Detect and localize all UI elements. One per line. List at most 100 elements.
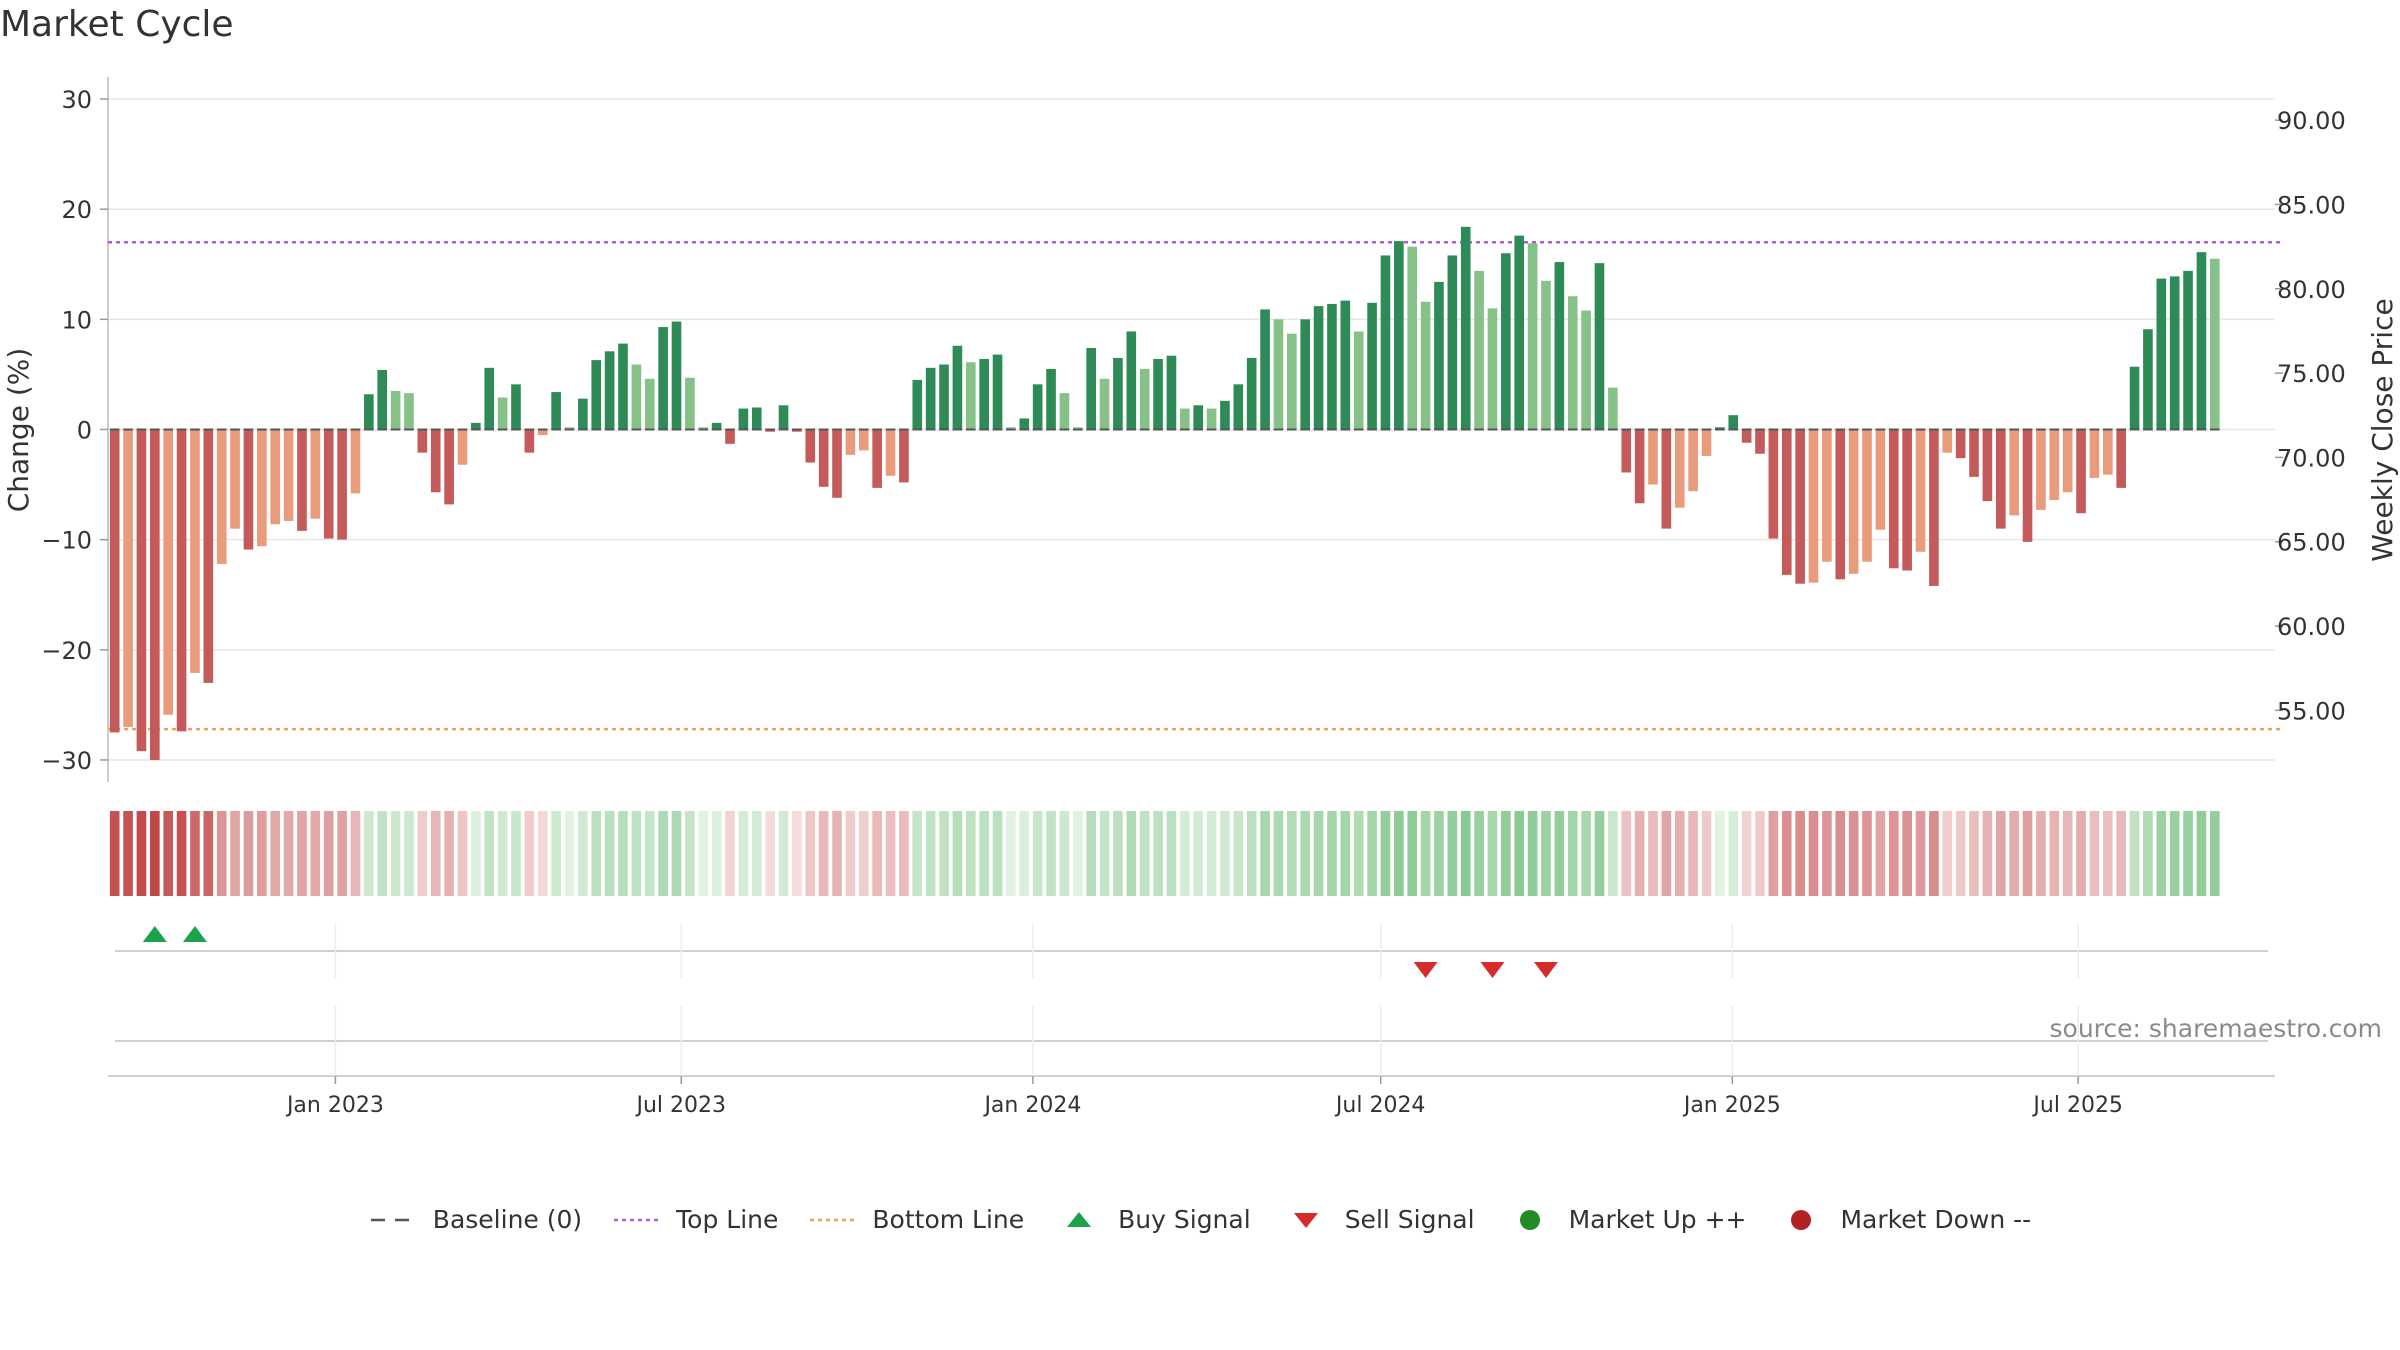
- heat-cell: [618, 811, 628, 896]
- heat-cell: [644, 811, 655, 896]
- change-bar: [1942, 429, 1953, 453]
- heat-cell: [925, 811, 936, 896]
- heat-cell: [1594, 811, 1605, 896]
- change-bar: [1768, 429, 1779, 539]
- heat-cell: [1287, 811, 1297, 896]
- change-bar: [497, 397, 508, 430]
- heat-cell: [2022, 811, 2033, 896]
- change-bar: [604, 351, 615, 430]
- heat-cell: [2089, 811, 2100, 896]
- y2-tick-label: 70.00: [2277, 444, 2346, 472]
- y2-tick-label: 85.00: [2277, 191, 2346, 219]
- heat-cell: [2156, 811, 2167, 896]
- heat-cell: [1501, 811, 1511, 896]
- signal-panel: [115, 924, 2268, 978]
- heat-cell: [310, 811, 321, 896]
- heat-cell: [578, 811, 588, 896]
- change-bar: [952, 345, 963, 430]
- heat-cell: [1474, 811, 1484, 896]
- heat-cell: [1982, 811, 1993, 896]
- heat-cell: [818, 811, 829, 896]
- heat-cell: [1179, 811, 1190, 896]
- change-bar: [163, 429, 174, 715]
- change-bar: [417, 429, 428, 453]
- heat-cell: [778, 811, 789, 896]
- circle-icon: [1519, 1209, 1540, 1230]
- change-bar: [2022, 429, 2033, 542]
- heat-cell: [858, 811, 869, 896]
- legend-circle: [1519, 1209, 1540, 1230]
- heat-cell: [2009, 811, 2019, 896]
- heat-cell: [965, 811, 976, 896]
- change-bar: [1514, 235, 1525, 430]
- heat-cell: [1139, 811, 1150, 896]
- heat-cell: [176, 811, 187, 896]
- heat-cell: [1701, 811, 1712, 896]
- y2-axis-label: Weekly Close Price: [2366, 298, 2399, 561]
- heat-cell: [1862, 811, 1872, 896]
- triangle-up-icon: [1067, 1211, 1092, 1227]
- change-bar: [2196, 252, 2207, 430]
- legend-item-bottom_line: Bottom Line: [808, 1205, 1024, 1234]
- change-bar: [1795, 429, 1805, 584]
- change-bar: [858, 429, 869, 451]
- change-bar: [323, 429, 334, 539]
- sell-signal-marker: [1533, 962, 1558, 978]
- heat-cell: [497, 811, 508, 896]
- heat-cell: [1313, 811, 1324, 896]
- heat-cell: [2129, 811, 2140, 896]
- change-bar: [1728, 415, 1739, 430]
- change-bar: [1982, 429, 1993, 502]
- heat-cell: [1327, 811, 1337, 896]
- heat-cell: [698, 811, 709, 896]
- heat-cell: [2116, 811, 2126, 896]
- heat-cell: [685, 811, 695, 896]
- legend: Baseline (0) Top Line Bottom Line Buy Signa…: [0, 1205, 2400, 1234]
- heat-cell: [2062, 811, 2073, 896]
- change-bar: [350, 429, 361, 494]
- heat-cell: [1969, 811, 1979, 896]
- legend-label: Market Up ++: [1568, 1205, 1747, 1234]
- heat-cell: [832, 811, 842, 896]
- change-bar: [644, 378, 655, 430]
- heat-cell: [564, 811, 575, 896]
- change-bar: [1434, 281, 1444, 430]
- heat-cell: [150, 811, 160, 896]
- heat-cell: [1407, 811, 1418, 896]
- legend-item-top_line: Top Line: [612, 1205, 778, 1234]
- y-tick-label: −30: [41, 747, 92, 775]
- heat-cell: [604, 811, 615, 896]
- change-bar: [1206, 408, 1217, 430]
- heat-cell: [190, 811, 200, 896]
- x-tick-label: Jan 2025: [1682, 1093, 1781, 1118]
- heat-cell: [1367, 811, 1377, 896]
- change-bar: [885, 429, 896, 476]
- change-bar: [1581, 310, 1591, 430]
- heat-cell: [1260, 811, 1270, 896]
- change-bar: [2049, 429, 2060, 500]
- heat-cell: [1634, 811, 1645, 896]
- heat-cell: [297, 811, 307, 896]
- change-bar: [297, 429, 307, 531]
- heat-cell: [1447, 811, 1458, 896]
- change-bar: [243, 429, 254, 550]
- change-bar: [685, 377, 695, 430]
- change-bar: [1995, 429, 2006, 529]
- sell-signal-marker: [1413, 962, 1438, 978]
- heat-cell: [203, 811, 214, 896]
- change-bar: [1955, 429, 1966, 459]
- change-bar: [377, 370, 388, 430]
- heat-cell: [2169, 811, 2180, 896]
- change-bar: [471, 422, 481, 430]
- heat-cell: [1059, 811, 1070, 896]
- change-bar: [765, 429, 775, 432]
- change-bar: [1380, 255, 1391, 430]
- change-bar: [658, 327, 668, 430]
- heat-cell: [2076, 811, 2086, 896]
- change-bar: [872, 429, 882, 488]
- change-bar: [792, 429, 802, 432]
- heat-cell: [1741, 811, 1752, 896]
- heat-cell: [1781, 811, 1792, 896]
- x-tick-label: Jan 2024: [982, 1093, 1081, 1118]
- x-tick-label: Jul 2024: [1334, 1093, 1426, 1118]
